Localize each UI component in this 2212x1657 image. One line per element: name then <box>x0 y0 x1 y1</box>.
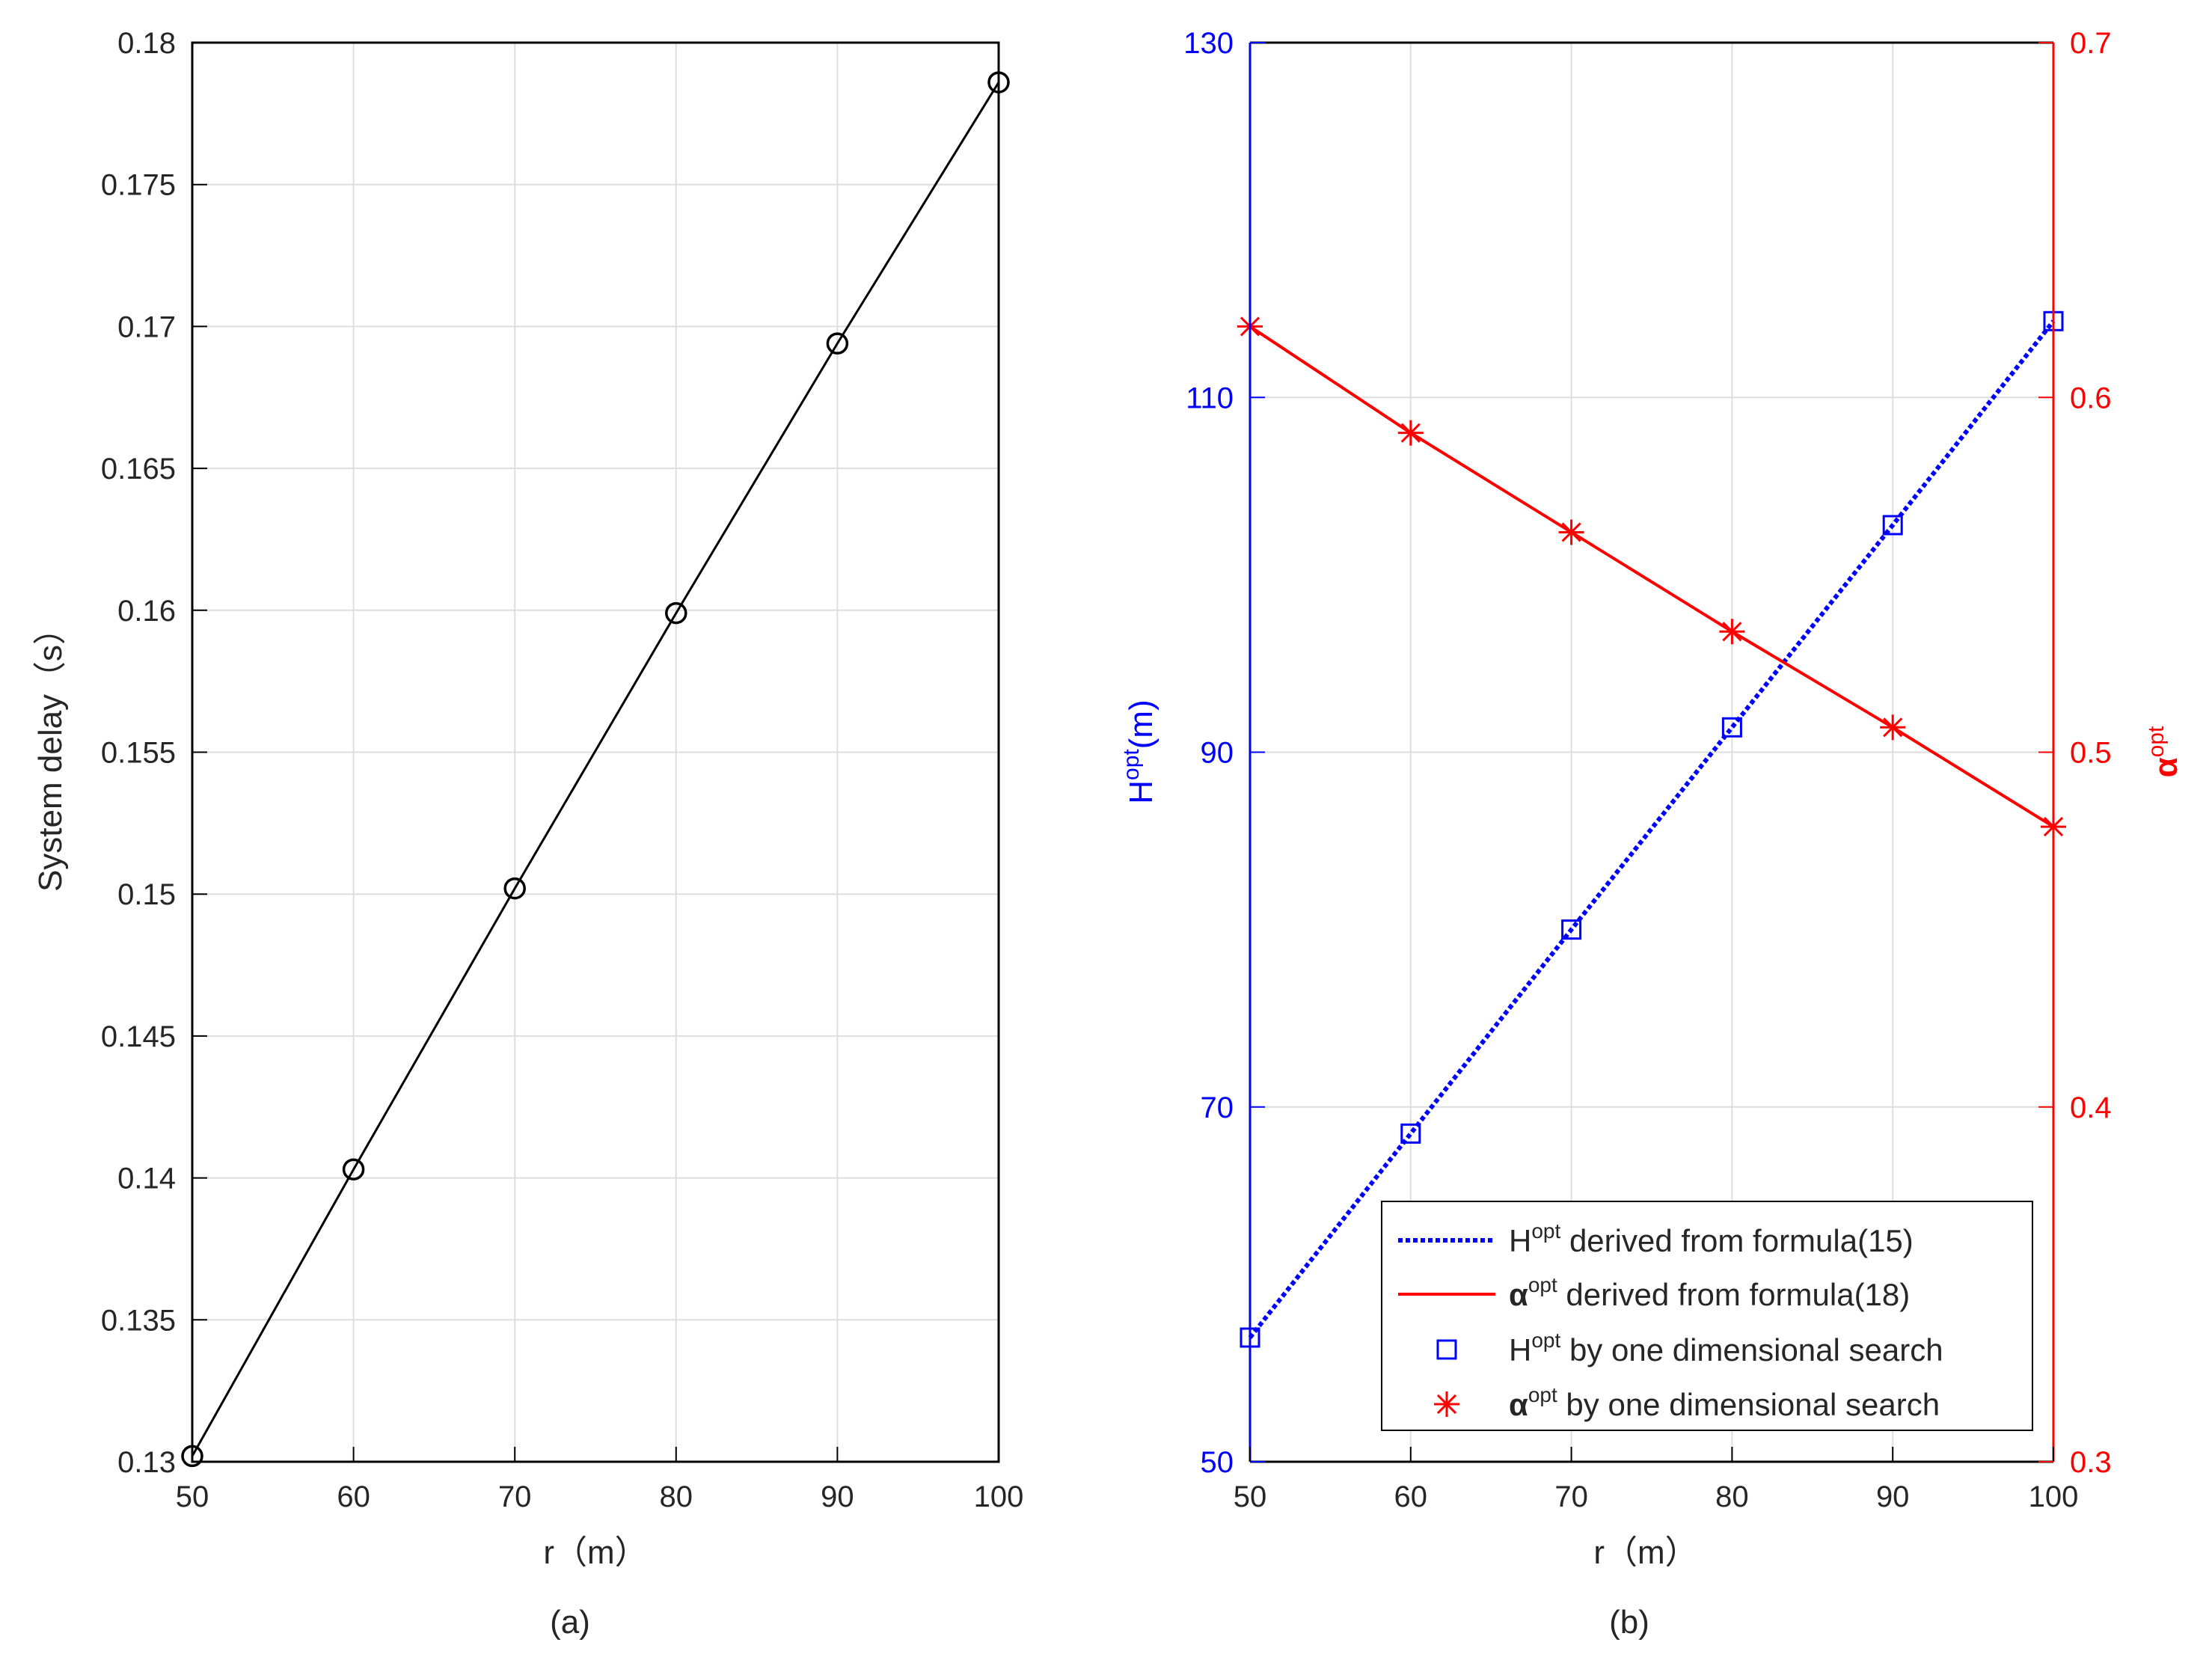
panel-a-label: (a) <box>550 1604 590 1641</box>
panel-a-point <box>665 601 687 625</box>
panel-a-lines <box>191 82 1000 1457</box>
legend-entry-3: αopt by one dimensional search <box>1509 1383 1940 1422</box>
panel-b-ytick-right-label: 0.7 <box>2070 27 2112 60</box>
panel-b-series-line-0 <box>1248 319 2056 1339</box>
legend-entry-base: α <box>1509 1387 1528 1422</box>
asterisk-stroke <box>1883 717 1903 738</box>
panel-b-ylabel-right-base: α <box>2148 757 2184 777</box>
panel-b-ytick-left-label: 50 <box>1201 1446 1234 1479</box>
panel-a-point <box>503 877 526 900</box>
panel-a-ytick-label: 0.13 <box>117 1446 176 1479</box>
panel-b-ytick-right-label: 0.3 <box>2070 1446 2112 1479</box>
panel-b-xtick-label: 70 <box>1554 1480 1588 1513</box>
panel-a-series-line <box>191 82 1000 1457</box>
panel-b-ytick-right-label: 0.4 <box>2070 1091 2112 1124</box>
panel-b-asterisk-point <box>1880 714 1906 741</box>
panel-b-ytick-left-label: 130 <box>1183 27 1234 60</box>
legend-entry-tail: derived from formula(18) <box>1557 1277 1911 1312</box>
legend-entry-2: Hopt by one dimensional search <box>1509 1329 1943 1367</box>
asterisk-stroke <box>1561 522 1581 542</box>
panel-b-asterisk-point <box>1397 420 1424 446</box>
panel-b-label: (b) <box>1609 1604 1649 1641</box>
legend-entry-sup: opt <box>1528 1383 1557 1406</box>
legend-swatch-square <box>1436 1339 1457 1360</box>
panel-b-lines <box>1248 319 2056 1339</box>
panel-b-marks <box>1237 310 2066 1348</box>
panel-a-point <box>826 332 849 355</box>
panel-b-ylabel-right: αopt <box>2144 726 2184 777</box>
panel-a-point <box>342 1158 365 1180</box>
legend-entry-base: α <box>1509 1277 1528 1312</box>
legend-entry-sup: opt <box>1531 1219 1560 1243</box>
panel-a-ytick-label: 0.14 <box>117 1163 176 1195</box>
panel-a-xlabel: r（m） <box>543 1534 647 1571</box>
legend-entry-tail: by one dimensional search <box>1560 1332 1943 1367</box>
panel-a-xtick-label: 60 <box>337 1480 370 1513</box>
panel-b-ytick-left-label: 70 <box>1201 1091 1234 1124</box>
panel-a-xtick-label: 90 <box>821 1480 854 1513</box>
panel-a-ytick-label: 0.15 <box>117 878 176 911</box>
panel-a: 50 60 70 80 90 100 0.13 0.135 0.14 0.145 0.15 0.155… <box>32 27 1023 1641</box>
panel-a-ytick-label: 0.16 <box>117 595 176 628</box>
panel-a-xtick-label: 70 <box>498 1480 532 1513</box>
panel-b-square-point <box>1721 717 1742 738</box>
panel-b-asterisk-point <box>1558 519 1584 545</box>
panel-b-ticks: 50 60 70 80 90 100 50 70 90 110 130 0.3 0.4 0.5 0.6 0.7 <box>1183 27 2111 1513</box>
panel-b-ytick-left-label: 110 <box>1186 382 1234 414</box>
legend-entry-base: H <box>1509 1223 1531 1258</box>
panel-b-xtick-label: 90 <box>1876 1480 1910 1513</box>
panel-b-xlabel: r（m） <box>1593 1534 1697 1571</box>
legend-entry-base: H <box>1509 1332 1531 1367</box>
legend-entry-0: Hopt derived from formula(15) <box>1509 1219 1914 1258</box>
panel-b-ylabel-left-tail: (m) <box>1123 699 1159 749</box>
panel-a-ytick-label: 0.135 <box>101 1304 176 1337</box>
legend-entry-tail: derived from formula(15) <box>1560 1223 1914 1258</box>
panel-b-ytick-left-label: 90 <box>1201 737 1234 770</box>
panel-b: 50 60 70 80 90 100 50 70 90 110 130 0.3 0.4 0.5 0.6 0.7… <box>1119 27 2184 1641</box>
panel-b-ylabel-right-sup: opt <box>2144 726 2169 757</box>
panel-a-ytick-label: 0.18 <box>117 27 176 60</box>
legend-entry-sup: opt <box>1531 1329 1560 1352</box>
asterisk-stroke <box>1436 1394 1457 1415</box>
panel-b-square-point <box>1882 515 1903 536</box>
panel-b-legend: Hopt derived from formula(15)αopt derive… <box>1381 1201 2033 1431</box>
panel-b-asterisk-point <box>1719 619 1745 645</box>
panel-a-ytick-label: 0.17 <box>117 310 176 343</box>
panel-a-ytick-label: 0.145 <box>101 1020 176 1053</box>
panel-a-ytick-label: 0.155 <box>101 737 176 770</box>
asterisk-stroke <box>1722 622 1742 642</box>
panel-b-ylabel-left-sup: opt <box>1119 749 1144 780</box>
panel-a-ticks: 50 60 70 80 90 100 0.13 0.135 0.14 0.145 0.15 0.155… <box>101 27 1023 1513</box>
panel-b-series-line-1 <box>1249 325 2055 828</box>
panel-a-xtick-label: 100 <box>974 1480 1024 1513</box>
panel-b-square-point <box>1561 919 1582 940</box>
legend-entry-sup: opt <box>1528 1273 1557 1296</box>
panel-b-xtick-label: 100 <box>2029 1480 2079 1513</box>
panel-b-xtick-label: 60 <box>1394 1480 1428 1513</box>
panel-a-ylabel: System delay（s） <box>32 612 69 892</box>
legend-swatch-asterisk <box>1434 1391 1459 1417</box>
panel-b-xtick-label: 80 <box>1715 1480 1749 1513</box>
panel-a-ytick-label: 0.165 <box>101 453 176 486</box>
panel-a-xtick-label: 50 <box>176 1480 209 1513</box>
panel-b-ytick-right-label: 0.6 <box>2070 382 2112 414</box>
panel-a-grid <box>192 42 999 1462</box>
panel-b-xtick-label: 50 <box>1234 1480 1267 1513</box>
legend-entry-tail: by one dimensional search <box>1557 1387 1940 1422</box>
panel-b-square-point <box>1400 1123 1421 1144</box>
panel-b-ylabel-left: Hopt(m) <box>1119 699 1159 803</box>
panel-a-xtick-label: 80 <box>660 1480 693 1513</box>
asterisk-stroke <box>1400 423 1421 443</box>
panel-a-ytick-label: 0.175 <box>101 169 176 202</box>
panel-b-ytick-right-label: 0.5 <box>2070 737 2112 770</box>
legend-entry-1: αopt derived from formula(18) <box>1509 1273 1910 1312</box>
panel-b-ylabel-left-base: H <box>1123 780 1159 804</box>
